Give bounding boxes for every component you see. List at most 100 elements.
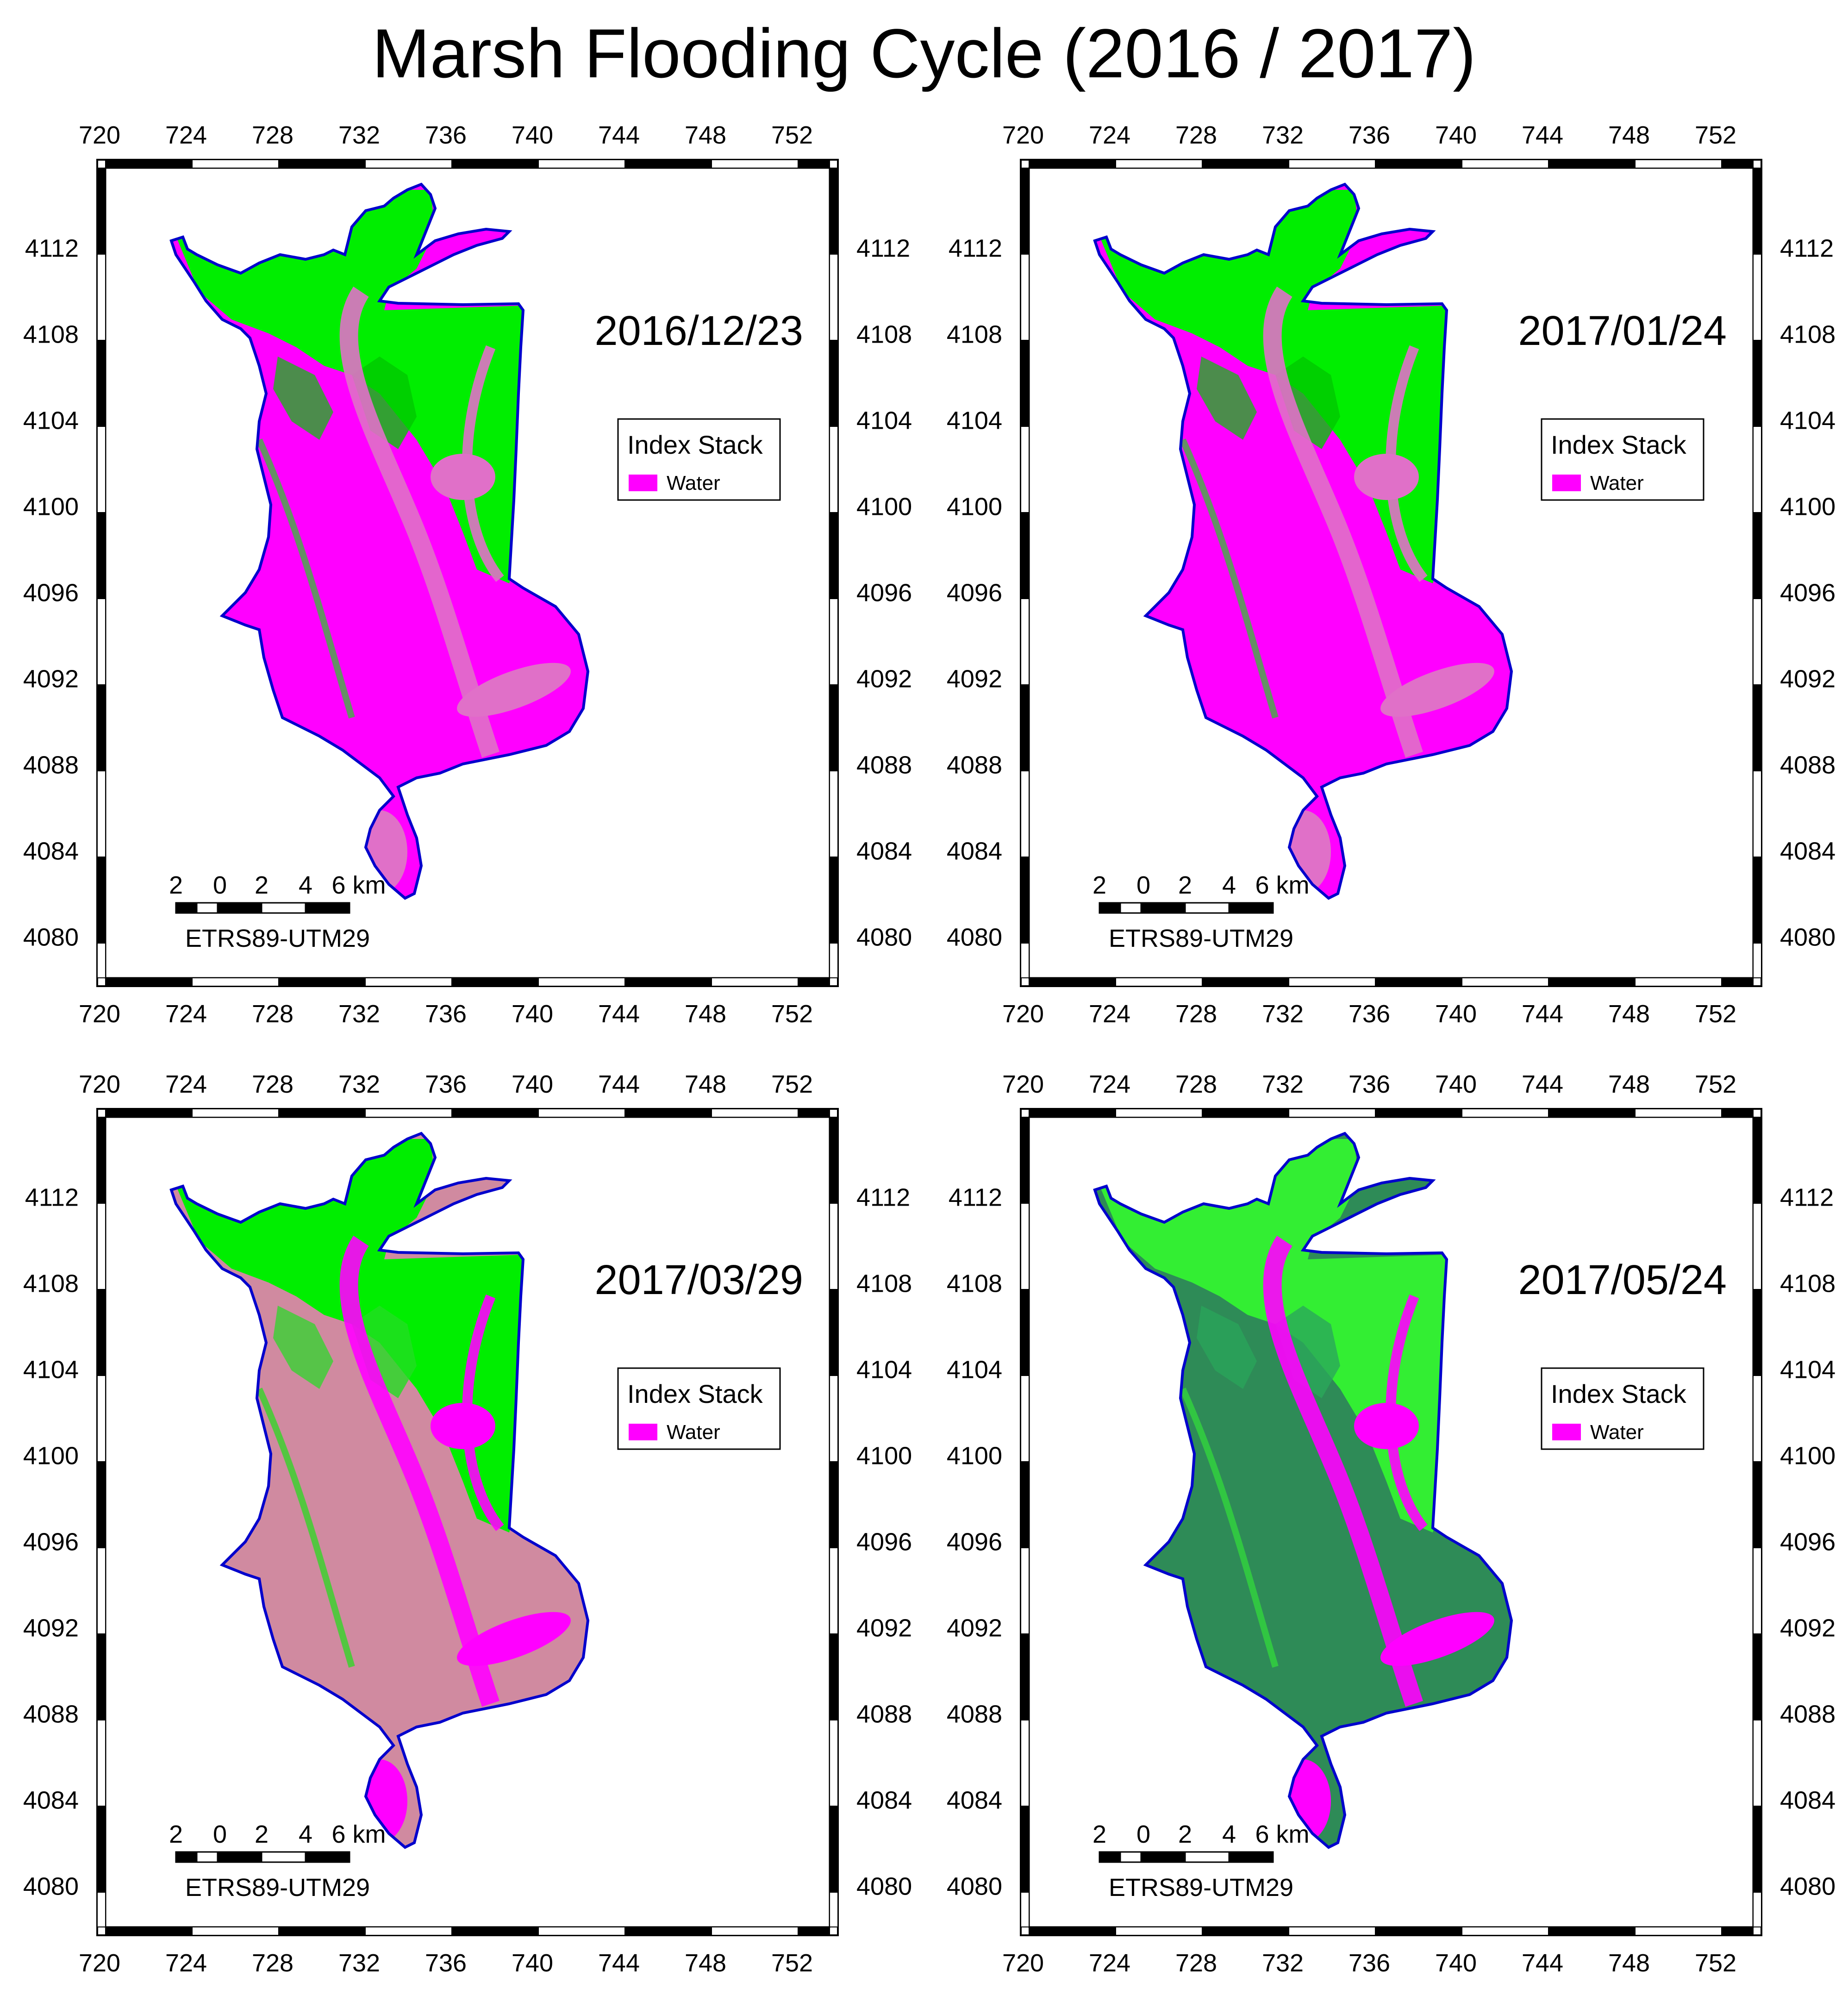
x-tick-label-bottom: 720 bbox=[79, 1949, 120, 1977]
y-tick-label-right: 4112 bbox=[856, 234, 910, 262]
x-tick-label-top: 752 bbox=[771, 1070, 813, 1098]
x-tick-label-bottom: 720 bbox=[1002, 1000, 1044, 1028]
x-tick-label-top: 752 bbox=[771, 121, 813, 149]
x-tick-label-bottom: 752 bbox=[1695, 1949, 1736, 1977]
x-tick-label-bottom: 736 bbox=[425, 1000, 467, 1028]
y-tick-label-left: 4100 bbox=[947, 493, 1002, 520]
crs-label: ETRS89-UTM29 bbox=[1109, 925, 1293, 952]
scale-bar-label: 2 bbox=[1178, 871, 1192, 899]
x-tick-label-bottom: 732 bbox=[338, 1000, 380, 1028]
x-tick-label-top: 740 bbox=[1435, 121, 1477, 149]
x-tick-label-bottom: 720 bbox=[1002, 1949, 1044, 1977]
scale-bar-label: 4 bbox=[299, 871, 312, 899]
legend: Index Stack Water bbox=[617, 1367, 781, 1450]
marsh-map bbox=[169, 1132, 590, 1849]
y-tick-label-right: 4096 bbox=[856, 1528, 912, 1556]
y-tick-label-left: 4084 bbox=[947, 1786, 1002, 1814]
y-tick-label-left: 4092 bbox=[23, 665, 79, 693]
y-tick-label-left: 4080 bbox=[947, 923, 1002, 951]
y-tick-label-right: 4108 bbox=[856, 1270, 912, 1297]
graticule-border bbox=[97, 159, 838, 987]
y-tick-label-left: 4088 bbox=[23, 751, 79, 779]
y-tick-label-right: 4104 bbox=[1780, 1356, 1836, 1383]
x-tick-label-top: 732 bbox=[338, 1070, 380, 1098]
x-tick-label-bottom: 740 bbox=[512, 1000, 553, 1028]
x-tick-label-bottom: 728 bbox=[252, 1949, 293, 1977]
scale-bar-label: 6 km bbox=[1255, 871, 1309, 899]
legend: Index Stack Water bbox=[1541, 1367, 1704, 1450]
y-tick-label-right: 4112 bbox=[1780, 1183, 1834, 1211]
crs-label: ETRS89-UTM29 bbox=[1109, 1874, 1293, 1901]
figure-title: Marsh Flooding Cycle (2016 / 2017) bbox=[372, 14, 1476, 92]
x-tick-label-top: 728 bbox=[1175, 121, 1217, 149]
scale-bar-label: 0 bbox=[1136, 871, 1150, 899]
map-panel-2017-05-24: 720 720 724 724 728 728 732 732 736 736 740 740 744 7… bbox=[924, 1065, 1847, 2014]
x-tick-label-top: 720 bbox=[79, 1070, 120, 1098]
legend-item-label: Water bbox=[667, 472, 720, 494]
y-tick-label-right: 4108 bbox=[1780, 1270, 1836, 1297]
x-tick-label-bottom: 720 bbox=[79, 1000, 120, 1028]
legend-swatch-water bbox=[629, 475, 657, 491]
map-panel-2016-12-23: 720 720 724 724 728 728 732 732 736 736 740 740 744 7… bbox=[0, 116, 924, 1065]
legend: Index Stack Water bbox=[1541, 418, 1704, 501]
x-tick-label-top: 748 bbox=[685, 1070, 726, 1098]
y-tick-label-left: 4104 bbox=[947, 407, 1002, 434]
map-svg: 720 720 724 724 728 728 732 732 736 736 740 740 744 7… bbox=[947, 1070, 1836, 1977]
map-panel-2017-01-24: 720 720 724 724 728 728 732 732 736 736 740 740 744 7… bbox=[924, 116, 1847, 1065]
scale-bar-label: 2 bbox=[1178, 1820, 1192, 1848]
y-tick-label-right: 4092 bbox=[856, 665, 912, 693]
legend-title: Index Stack bbox=[627, 430, 763, 459]
y-tick-label-left: 4088 bbox=[947, 751, 1002, 779]
x-tick-label-bottom: 728 bbox=[252, 1000, 293, 1028]
x-tick-label-top: 740 bbox=[512, 121, 553, 149]
x-tick-label-top: 748 bbox=[1608, 121, 1650, 149]
y-tick-label-left: 4108 bbox=[23, 320, 79, 348]
x-tick-label-top: 740 bbox=[512, 1070, 553, 1098]
x-tick-label-top: 736 bbox=[1349, 1070, 1390, 1098]
x-tick-label-bottom: 748 bbox=[1608, 1000, 1650, 1028]
graticule-border bbox=[1020, 159, 1762, 987]
y-tick-label-left: 4104 bbox=[23, 1356, 79, 1383]
x-tick-label-top: 720 bbox=[79, 121, 120, 149]
x-tick-label-bottom: 732 bbox=[1262, 1000, 1304, 1028]
y-tick-label-left: 4108 bbox=[947, 1270, 1002, 1297]
graticule-border bbox=[1020, 1108, 1762, 1936]
map-svg: 720 720 724 724 728 728 732 732 736 736 740 740 744 7… bbox=[23, 121, 912, 1028]
map-svg: 720 720 724 724 728 728 732 732 736 736 740 740 744 7… bbox=[23, 1070, 912, 1977]
y-tick-label-left: 4096 bbox=[23, 1528, 79, 1556]
scale-bar-label: 4 bbox=[1222, 871, 1236, 899]
date-label: 2017/05/24 bbox=[1518, 1257, 1727, 1303]
x-tick-label-bottom: 744 bbox=[1522, 1949, 1563, 1977]
y-tick-label-left: 4092 bbox=[947, 1614, 1002, 1642]
legend-item-label: Water bbox=[667, 1421, 720, 1444]
x-tick-label-top: 736 bbox=[1349, 121, 1390, 149]
x-tick-label-bottom: 748 bbox=[1608, 1949, 1650, 1977]
y-tick-label-left: 4092 bbox=[23, 1614, 79, 1642]
x-tick-label-bottom: 736 bbox=[1349, 1000, 1390, 1028]
x-tick-label-top: 732 bbox=[1262, 121, 1304, 149]
y-tick-label-right: 4080 bbox=[1780, 923, 1836, 951]
x-tick-label-bottom: 752 bbox=[1695, 1000, 1736, 1028]
x-tick-label-bottom: 724 bbox=[165, 1000, 207, 1028]
y-tick-label-right: 4084 bbox=[1780, 1786, 1836, 1814]
x-tick-label-top: 728 bbox=[252, 1070, 293, 1098]
y-tick-label-left: 4080 bbox=[23, 923, 79, 951]
x-tick-label-bottom: 728 bbox=[1175, 1949, 1217, 1977]
marsh-map bbox=[169, 182, 590, 900]
x-tick-label-bottom: 740 bbox=[1435, 1000, 1477, 1028]
y-tick-label-right: 4084 bbox=[1780, 837, 1836, 865]
legend-item-label: Water bbox=[1590, 472, 1644, 494]
y-tick-label-left: 4104 bbox=[947, 1356, 1002, 1383]
x-tick-label-bottom: 744 bbox=[1522, 1000, 1563, 1028]
y-tick-label-right: 4092 bbox=[1780, 1614, 1836, 1642]
graticule-border bbox=[97, 1108, 838, 1936]
x-tick-label-bottom: 740 bbox=[512, 1949, 553, 1977]
x-tick-label-bottom: 752 bbox=[771, 1949, 813, 1977]
y-tick-label-left: 4080 bbox=[23, 1872, 79, 1900]
y-tick-label-left: 4092 bbox=[947, 665, 1002, 693]
scale-bar-label: 4 bbox=[299, 1820, 312, 1848]
x-tick-label-top: 752 bbox=[1695, 1070, 1736, 1098]
x-tick-label-bottom: 748 bbox=[685, 1000, 726, 1028]
